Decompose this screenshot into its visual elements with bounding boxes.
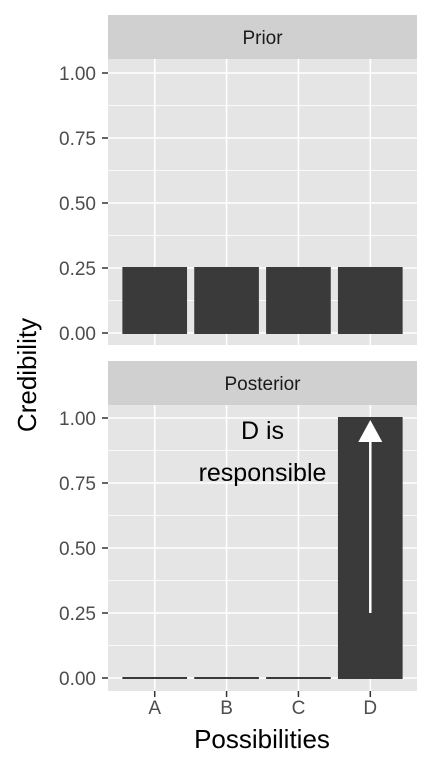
x-tick-label: D — [363, 698, 377, 719]
bar-d — [337, 267, 403, 334]
bar-a — [122, 267, 188, 334]
bar-b — [194, 267, 259, 334]
x-tick-label: C — [292, 698, 306, 719]
annotation-arrow-head — [358, 420, 383, 442]
facet-posterior: Posterior 0.00 0.25 0.50 0.75 1.00 A B C D D is res… — [59, 361, 417, 719]
facet-strip — [108, 15, 417, 59]
x-axis-title: Possibilities — [194, 724, 330, 754]
facet-panels: Prior 0.00 0.25 0.50 0.75 1.00 Posterior 0.00 0.… — [59, 15, 417, 719]
y-tick-label: 0.75 — [59, 129, 96, 150]
y-tick-label: 0.75 — [59, 474, 96, 495]
x-tick-label: A — [148, 698, 161, 719]
bar-c — [266, 267, 331, 334]
bar-b — [194, 677, 259, 679]
annotation-text-line: D is — [241, 417, 284, 445]
y-tick-label: 0.00 — [59, 324, 96, 345]
annotation: D is responsible — [199, 417, 383, 613]
facet-strip-label: Prior — [242, 28, 283, 49]
y-tick-label: 0.50 — [59, 539, 96, 560]
y-tick-label: 0.50 — [59, 194, 96, 215]
facet-strip-label: Posterior — [224, 374, 301, 395]
y-tick-label: 1.00 — [59, 64, 96, 85]
y-tick-label: 0.25 — [59, 259, 96, 280]
facet-prior: Prior 0.00 0.25 0.50 0.75 1.00 — [59, 15, 417, 345]
bar-c — [266, 677, 331, 679]
y-tick-label: 1.00 — [59, 409, 96, 430]
y-axis-title: Credibility — [12, 318, 42, 432]
bar-a — [122, 677, 188, 679]
y-tick-label: 0.00 — [59, 669, 96, 690]
x-tick-label: B — [220, 698, 233, 719]
annotation-text-line: responsible — [199, 459, 327, 487]
facet-strip — [108, 361, 417, 405]
y-tick-label: 0.25 — [59, 604, 96, 625]
